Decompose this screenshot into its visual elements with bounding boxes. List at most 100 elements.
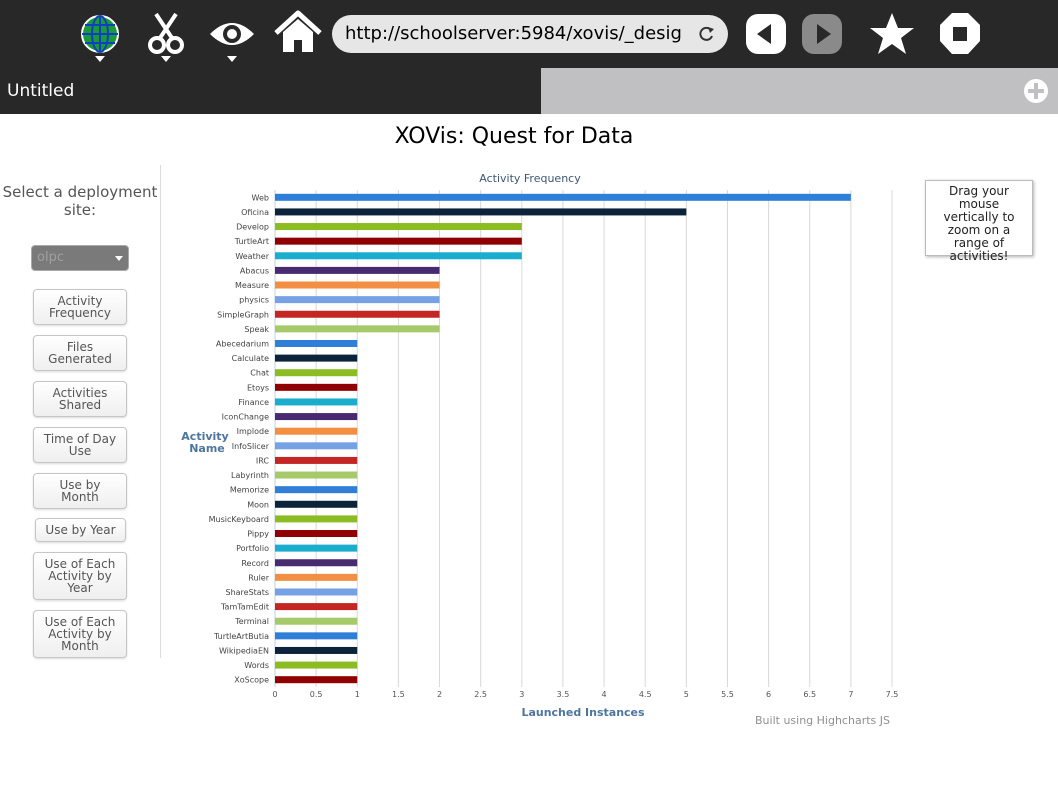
bar[interactable] <box>275 296 440 304</box>
x-tick-label: 5 <box>684 690 689 699</box>
category-label: Abecedarium <box>216 339 269 348</box>
bar[interactable] <box>275 456 358 464</box>
bar[interactable] <box>275 369 358 377</box>
chart-credits[interactable]: Built using Highcharts JS <box>755 714 890 727</box>
use-by-year-button[interactable]: Use by Year <box>35 518 126 542</box>
stop-icon <box>940 13 980 54</box>
bar[interactable] <box>275 500 358 508</box>
menu-caret-icon <box>227 56 237 62</box>
bar[interactable] <box>275 530 358 538</box>
bookmark-button[interactable] <box>866 8 918 60</box>
bar[interactable] <box>275 310 440 318</box>
bar[interactable] <box>275 208 687 216</box>
bar[interactable] <box>275 617 358 625</box>
use-of-each-activity-by-month-button[interactable]: Use of Each Activity by Month <box>33 610 127 658</box>
category-label: Etoys <box>247 383 269 392</box>
category-label: Moon <box>247 500 269 509</box>
bar[interactable] <box>275 661 358 669</box>
bar[interactable] <box>275 573 358 581</box>
scissors-icon <box>148 12 184 54</box>
use-of-each-activity-by-year-button[interactable]: Use of Each Activity by Year <box>33 552 127 600</box>
url-bar[interactable]: http://schoolserver:5984/xovis/_desig <box>332 15 728 53</box>
home-icon <box>274 10 322 52</box>
category-label: Measure <box>235 281 269 290</box>
back-button[interactable] <box>740 8 792 60</box>
category-label: Ruler <box>248 573 269 582</box>
view-source-button[interactable] <box>206 8 258 62</box>
x-tick-label: 4 <box>602 690 607 699</box>
category-label: physics <box>239 296 269 305</box>
back-icon <box>746 14 786 54</box>
forward-button[interactable] <box>796 8 848 60</box>
forward-icon <box>802 14 842 54</box>
bar[interactable] <box>275 223 522 231</box>
star-icon <box>870 13 914 54</box>
network-globe-button[interactable] <box>74 8 126 62</box>
tab-label: Untitled <box>7 81 75 101</box>
bar[interactable] <box>275 632 358 640</box>
x-tick-label: 0.5 <box>310 690 323 699</box>
page-title: XOVis: Quest for Data <box>394 124 634 149</box>
stop-button[interactable] <box>934 8 986 60</box>
category-label: Calculate <box>232 354 269 363</box>
time-of-day-use-button[interactable]: Time of Day Use <box>33 427 127 463</box>
bar[interactable] <box>275 544 358 552</box>
bar[interactable] <box>275 559 358 567</box>
deployment-site-select[interactable]: olpc <box>31 245 129 271</box>
bar[interactable] <box>275 515 358 523</box>
category-label: Memorize <box>230 486 269 495</box>
bar[interactable] <box>275 281 440 289</box>
category-label: Oficina <box>241 208 269 217</box>
bar[interactable] <box>275 646 358 654</box>
bar[interactable] <box>275 237 522 245</box>
menu-caret-icon <box>161 56 171 62</box>
use-by-month-button[interactable]: Use by Month <box>33 473 127 509</box>
bar[interactable] <box>275 325 440 333</box>
files-generated-button[interactable]: Files Generated <box>33 335 127 371</box>
category-label: TurtleArtButia <box>213 632 269 641</box>
x-tick-label: 6 <box>766 690 771 699</box>
tab-bar: Untitled <box>0 68 1058 114</box>
bar[interactable] <box>275 427 358 435</box>
plus-circle-icon[interactable] <box>1023 78 1049 104</box>
bar[interactable] <box>275 398 358 406</box>
bar[interactable] <box>275 383 358 391</box>
category-label: ShareStats <box>225 588 269 597</box>
url-text: http://schoolserver:5984/xovis/_desig <box>345 23 682 44</box>
bar[interactable] <box>275 471 358 479</box>
x-tick-label: 2.5 <box>474 690 487 699</box>
x-tick-label: 1 <box>355 690 360 699</box>
tab-untitled[interactable]: Untitled <box>0 68 540 114</box>
bar[interactable] <box>275 676 358 684</box>
category-label: Portfolio <box>236 544 269 553</box>
bar[interactable] <box>275 193 851 201</box>
x-tick-label: 2 <box>437 690 442 699</box>
scissors-button[interactable] <box>140 8 192 62</box>
reload-icon[interactable] <box>698 25 716 43</box>
category-label: Develop <box>236 223 269 232</box>
bar[interactable] <box>275 413 358 421</box>
category-label: WikipediaEN <box>219 646 269 655</box>
bar[interactable] <box>275 354 358 362</box>
x-tick-label: 7 <box>848 690 853 699</box>
bar[interactable] <box>275 266 440 274</box>
bar[interactable] <box>275 339 358 347</box>
bar[interactable] <box>275 252 522 260</box>
category-label: IRC <box>256 456 270 465</box>
category-label: Words <box>244 661 269 670</box>
bar[interactable] <box>275 486 358 494</box>
sidebar: Select a deployment site: olpc Activity … <box>0 165 161 658</box>
activity-frequency-button[interactable]: Activity Frequency <box>33 289 127 325</box>
category-label: Finance <box>238 398 269 407</box>
bar[interactable] <box>275 588 358 596</box>
activities-shared-button[interactable]: Activities Shared <box>33 381 127 417</box>
y-axis-label: Activity Name <box>181 430 228 455</box>
deployment-site-heading: Select a deployment site: <box>2 183 158 219</box>
bar[interactable] <box>275 603 358 611</box>
bar[interactable] <box>275 442 358 450</box>
category-label: Labyrinth <box>231 471 269 480</box>
x-tick-label: 6.5 <box>803 690 816 699</box>
home-button[interactable] <box>272 8 324 60</box>
tab-strip-empty <box>541 68 1058 114</box>
